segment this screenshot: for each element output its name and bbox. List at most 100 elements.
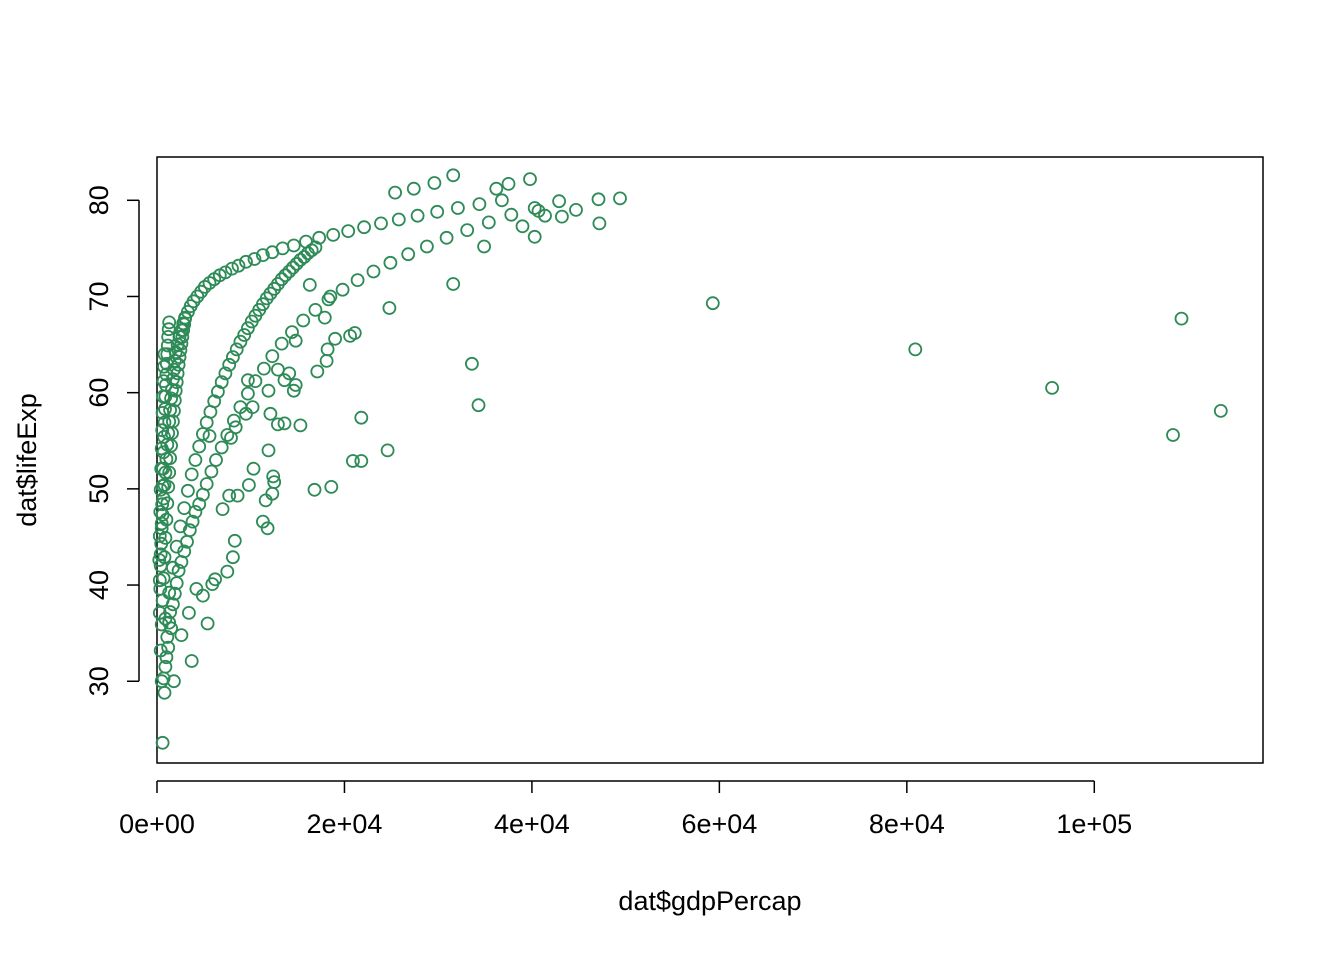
data-point bbox=[310, 364, 325, 379]
data-point bbox=[160, 338, 175, 353]
data-point bbox=[388, 185, 403, 200]
data-point bbox=[157, 685, 172, 700]
data-point bbox=[908, 342, 923, 357]
data-point bbox=[430, 204, 445, 219]
data-point bbox=[159, 367, 174, 382]
data-point bbox=[1166, 428, 1180, 442]
y-tick-label: 50 bbox=[84, 474, 114, 504]
data-point bbox=[267, 475, 282, 490]
y-axis: 30 40 50 60 70 80 bbox=[84, 185, 140, 696]
data-point bbox=[227, 533, 242, 548]
data-point bbox=[1213, 403, 1228, 418]
data-point bbox=[345, 454, 360, 468]
data-point bbox=[366, 264, 381, 279]
data-point bbox=[296, 313, 311, 328]
data-point bbox=[166, 674, 181, 689]
data-point bbox=[173, 343, 188, 358]
data-point bbox=[552, 194, 566, 209]
data-point bbox=[152, 529, 167, 543]
data-point bbox=[289, 256, 304, 271]
data-point bbox=[285, 260, 300, 275]
data-point bbox=[481, 215, 496, 230]
data-point bbox=[240, 321, 255, 336]
data-point bbox=[178, 311, 193, 326]
data-point bbox=[225, 350, 240, 365]
data-point bbox=[162, 615, 177, 630]
data-point bbox=[317, 310, 332, 325]
data-point bbox=[380, 443, 395, 458]
data-point bbox=[277, 416, 292, 431]
data-point bbox=[214, 375, 229, 390]
data-point bbox=[460, 223, 475, 238]
data-point bbox=[220, 564, 235, 579]
data-point bbox=[527, 229, 542, 244]
data-point bbox=[504, 207, 519, 222]
data-point bbox=[307, 482, 322, 497]
data-point bbox=[255, 248, 270, 263]
data-point bbox=[155, 735, 170, 750]
data-point bbox=[285, 325, 299, 340]
data-point bbox=[472, 197, 487, 212]
data-point bbox=[489, 181, 504, 196]
data-point bbox=[218, 265, 233, 280]
data-point bbox=[240, 386, 255, 401]
data-point bbox=[275, 241, 290, 256]
data-point bbox=[308, 302, 323, 317]
data-point bbox=[229, 342, 244, 357]
data-point bbox=[154, 441, 169, 456]
data-point bbox=[439, 230, 454, 245]
data-point bbox=[592, 216, 607, 231]
data-point bbox=[501, 176, 516, 191]
data-point bbox=[174, 628, 189, 642]
data-point bbox=[569, 202, 583, 217]
data-point bbox=[155, 405, 170, 420]
data-point bbox=[258, 493, 273, 508]
data-point bbox=[155, 497, 170, 512]
data-point bbox=[153, 558, 168, 573]
data-point bbox=[341, 224, 356, 239]
data-point bbox=[288, 378, 303, 392]
data-point bbox=[161, 479, 176, 494]
data-point bbox=[354, 410, 369, 425]
x-axis-title: dat$gdpPercap bbox=[618, 886, 801, 916]
data-point bbox=[323, 289, 338, 304]
data-point bbox=[265, 486, 280, 501]
data-point bbox=[357, 220, 372, 235]
data-point bbox=[220, 428, 235, 442]
x-tick-label: 1e+05 bbox=[1056, 809, 1132, 839]
data-point bbox=[320, 342, 335, 357]
data-point bbox=[321, 292, 336, 307]
data-point bbox=[523, 172, 537, 187]
data-point bbox=[182, 523, 197, 538]
data-point bbox=[192, 439, 207, 454]
data-point bbox=[185, 514, 200, 529]
data-point bbox=[225, 550, 240, 565]
data-point bbox=[241, 478, 256, 492]
y-axis-title: dat$lifeExp bbox=[12, 393, 42, 527]
data-point bbox=[228, 420, 243, 435]
data-point bbox=[153, 482, 168, 497]
data-point bbox=[157, 347, 172, 362]
data-point bbox=[446, 168, 461, 183]
data-point bbox=[184, 654, 199, 668]
data-point bbox=[231, 258, 246, 273]
data-point bbox=[152, 553, 167, 567]
data-point bbox=[328, 331, 343, 346]
data-point bbox=[302, 277, 317, 292]
data-point bbox=[471, 398, 486, 413]
data-point bbox=[263, 406, 278, 421]
data-point bbox=[274, 272, 289, 287]
data-point bbox=[161, 640, 176, 655]
data-point bbox=[189, 582, 204, 596]
y-tick-label: 40 bbox=[84, 570, 114, 600]
data-point bbox=[214, 440, 229, 455]
data-point bbox=[218, 366, 233, 381]
data-point bbox=[494, 193, 509, 208]
data-point bbox=[282, 264, 297, 279]
y-tick-label: 60 bbox=[84, 378, 114, 408]
data-point bbox=[391, 212, 406, 227]
data-point bbox=[383, 255, 398, 270]
data-point bbox=[347, 326, 362, 340]
data-point bbox=[324, 479, 339, 494]
data-point bbox=[239, 254, 253, 269]
